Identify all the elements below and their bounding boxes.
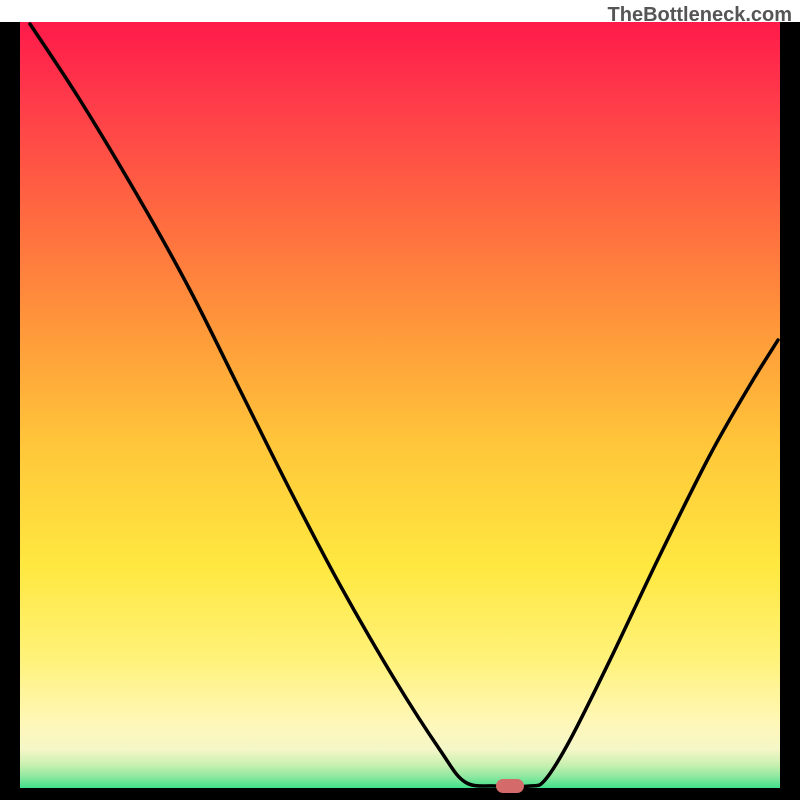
watermark-text: TheBottleneck.com xyxy=(608,4,792,27)
plot-border-right xyxy=(780,22,800,800)
gradient-rect xyxy=(0,22,800,800)
plot-border-bottom xyxy=(0,788,800,800)
chart-background-gradient xyxy=(0,0,800,800)
bottleneck-chart: TheBottleneck.com xyxy=(0,0,800,800)
optimal-point-marker xyxy=(496,779,524,793)
plot-border-left xyxy=(0,22,20,800)
